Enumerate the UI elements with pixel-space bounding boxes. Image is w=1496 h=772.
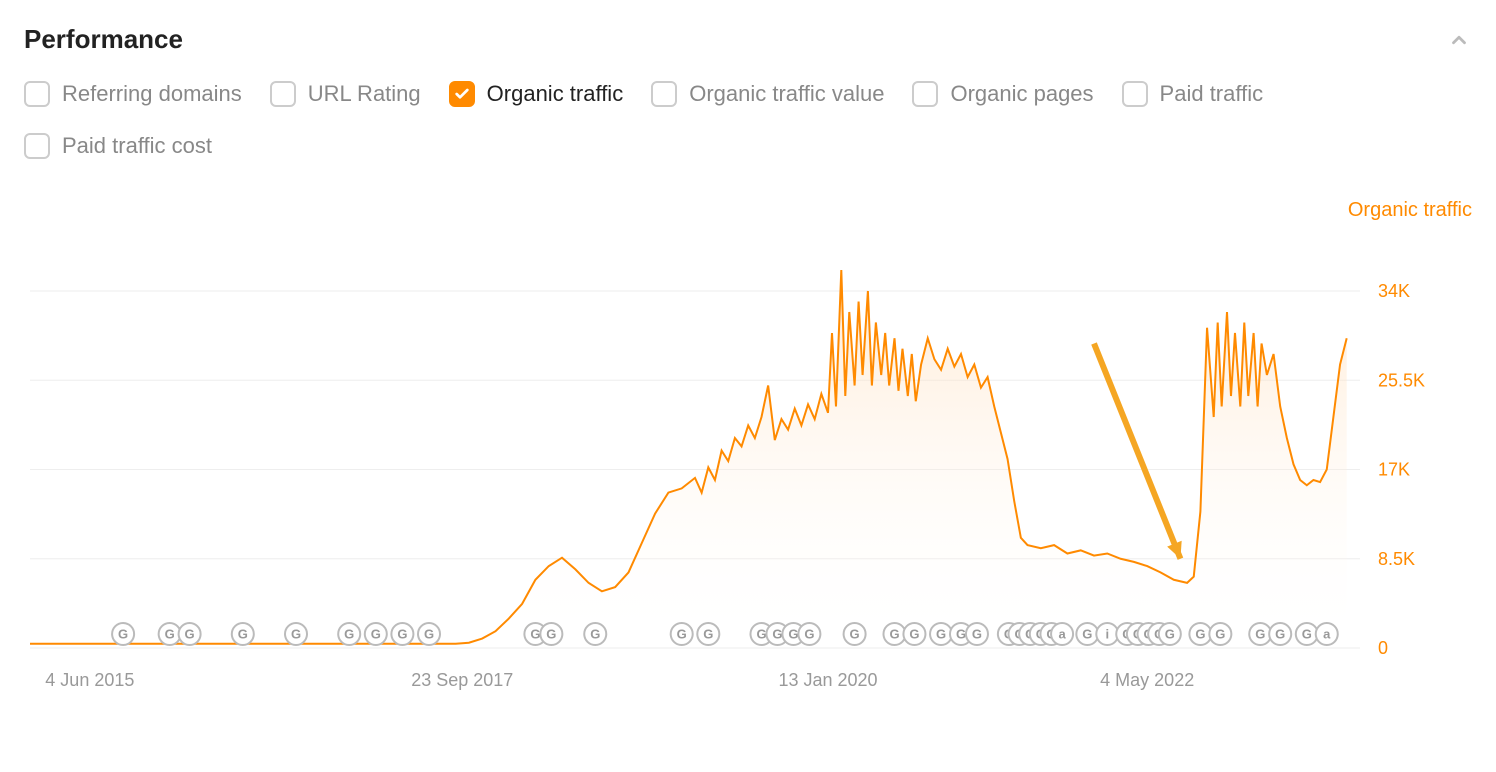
svg-text:G: G: [590, 627, 600, 642]
svg-text:G: G: [371, 627, 381, 642]
svg-text:17K: 17K: [1378, 460, 1410, 480]
filter-label: URL Rating: [308, 81, 421, 107]
performance-panel: Performance Referring domains URL Rating O…: [24, 24, 1472, 708]
filter-paid_traffic[interactable]: Paid traffic: [1122, 81, 1264, 107]
panel-header: Performance: [24, 24, 1472, 55]
svg-text:G: G: [118, 627, 128, 642]
collapse-toggle[interactable]: [1446, 27, 1472, 53]
svg-text:a: a: [1058, 627, 1066, 642]
svg-text:G: G: [238, 627, 248, 642]
filter-row: Referring domains URL Rating Organic traff…: [24, 81, 1472, 159]
svg-text:G: G: [1165, 627, 1175, 642]
svg-text:G: G: [185, 627, 195, 642]
svg-text:25.5K: 25.5K: [1378, 370, 1425, 390]
svg-text:G: G: [546, 627, 556, 642]
svg-text:G: G: [397, 627, 407, 642]
svg-text:G: G: [936, 627, 946, 642]
svg-text:4 Jun 2015: 4 Jun 2015: [45, 670, 134, 690]
svg-text:G: G: [1195, 627, 1205, 642]
filter-organic_traffic[interactable]: Organic traffic: [449, 81, 624, 107]
svg-text:G: G: [956, 627, 966, 642]
filter-label: Paid traffic: [1160, 81, 1264, 107]
svg-text:a: a: [1323, 627, 1331, 642]
filter-organic_traffic_value[interactable]: Organic traffic value: [651, 81, 884, 107]
checkbox-icon: [651, 81, 677, 107]
svg-text:G: G: [850, 627, 860, 642]
svg-text:G: G: [703, 627, 713, 642]
svg-text:G: G: [677, 627, 687, 642]
chart-container: 08.5K17K25.5K34KGGGGGGGGGGGGGGGGGGGGGGGG…: [24, 228, 1472, 708]
svg-text:G: G: [1255, 627, 1265, 642]
svg-text:G: G: [804, 627, 814, 642]
filter-url_rating[interactable]: URL Rating: [270, 81, 421, 107]
svg-text:G: G: [165, 627, 175, 642]
panel-title: Performance: [24, 24, 183, 55]
svg-text:G: G: [788, 627, 798, 642]
svg-text:23 Sep 2017: 23 Sep 2017: [411, 670, 513, 690]
traffic-chart: 08.5K17K25.5K34KGGGGGGGGGGGGGGGGGGGGGGGG…: [24, 228, 1472, 708]
svg-text:G: G: [424, 627, 434, 642]
svg-text:34K: 34K: [1378, 281, 1410, 301]
chevron-up-icon: [1448, 29, 1470, 51]
svg-text:G: G: [291, 627, 301, 642]
filter-label: Organic traffic: [487, 81, 624, 107]
filter-paid_traffic_cost[interactable]: Paid traffic cost: [24, 133, 212, 159]
svg-text:G: G: [889, 627, 899, 642]
filter-organic_pages[interactable]: Organic pages: [912, 81, 1093, 107]
svg-text:i: i: [1105, 627, 1109, 642]
svg-text:13 Jan 2020: 13 Jan 2020: [778, 670, 877, 690]
filter-label: Referring domains: [62, 81, 242, 107]
svg-text:G: G: [909, 627, 919, 642]
svg-text:8.5K: 8.5K: [1378, 549, 1415, 569]
annotation-arrow: [1094, 344, 1180, 559]
filter-label: Organic pages: [950, 81, 1093, 107]
checkbox-icon: [24, 133, 50, 159]
svg-text:G: G: [530, 627, 540, 642]
svg-text:G: G: [772, 627, 782, 642]
svg-text:G: G: [756, 627, 766, 642]
series-legend: Organic traffic: [24, 199, 1472, 222]
svg-text:G: G: [1275, 627, 1285, 642]
filter-label: Organic traffic value: [689, 81, 884, 107]
filter-label: Paid traffic cost: [62, 133, 212, 159]
checkbox-icon: [24, 81, 50, 107]
checkbox-icon: [1122, 81, 1148, 107]
svg-text:G: G: [1215, 627, 1225, 642]
svg-text:G: G: [1082, 627, 1092, 642]
filter-referring_domains[interactable]: Referring domains: [24, 81, 242, 107]
svg-text:0: 0: [1378, 638, 1388, 658]
svg-text:G: G: [1302, 627, 1312, 642]
svg-text:4 May 2022: 4 May 2022: [1100, 670, 1194, 690]
checkbox-icon: [912, 81, 938, 107]
checkbox-icon: [270, 81, 296, 107]
checkbox-icon: [449, 81, 475, 107]
svg-text:G: G: [972, 627, 982, 642]
svg-text:G: G: [344, 627, 354, 642]
